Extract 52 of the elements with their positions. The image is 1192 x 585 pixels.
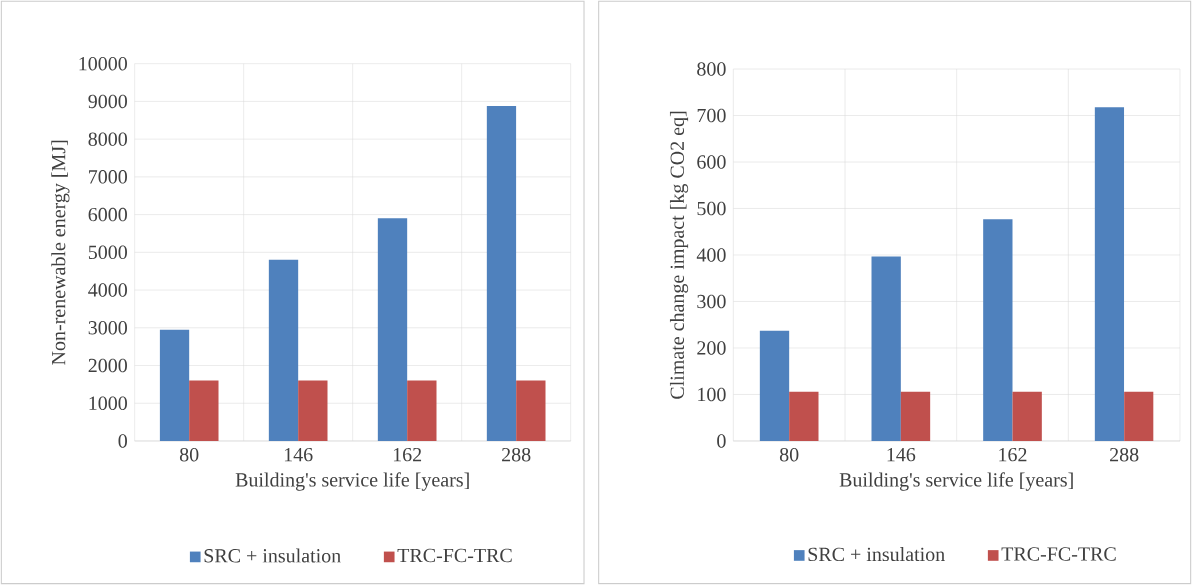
bar <box>486 105 517 441</box>
x-tick-label: 146 <box>887 447 916 462</box>
bar <box>900 391 931 441</box>
bar <box>159 329 190 441</box>
x-tick-label: 162 <box>393 447 422 462</box>
bar <box>189 380 219 441</box>
y-tick-label: 2000 <box>88 358 127 373</box>
y-tick-label: 400 <box>696 248 726 262</box>
bar <box>1124 391 1154 441</box>
y-tick-label: 0 <box>118 434 127 448</box>
bar <box>1094 107 1125 441</box>
x-axis-title: Building's service life [years] <box>839 472 1073 491</box>
y-tick-label: 0 <box>717 434 726 448</box>
y-tick-label: 9000 <box>88 94 127 109</box>
y-axis-title: Non-renewable energy [MJ] <box>51 140 70 365</box>
y-tick-label: 7000 <box>89 170 127 184</box>
x-tick-label: 288 <box>1110 447 1139 462</box>
y-tick-label: 6000 <box>88 207 127 222</box>
bar <box>983 219 1013 441</box>
legend-label: SRC + insulation <box>808 547 945 562</box>
y-tick-label: 600 <box>697 155 726 169</box>
y-tick-label: 10000 <box>79 56 127 71</box>
bar <box>298 380 328 441</box>
x-tick-label: 80 <box>779 447 799 462</box>
legend-label: TRC-FC-TRC <box>397 548 512 563</box>
legend-label: TRC-FC-TRC <box>1001 547 1116 561</box>
x-tick-label: 162 <box>999 447 1027 462</box>
legend-label: SRC + insulation <box>204 548 341 563</box>
bar <box>871 256 901 441</box>
y-tick-label: 200 <box>697 341 726 355</box>
y-tick-label: 700 <box>697 108 726 123</box>
y-tick-label: 8000 <box>88 132 127 146</box>
y-tick-label: 500 <box>697 201 726 216</box>
y-tick-label: 5000 <box>88 245 127 260</box>
y-tick-label: 100 <box>698 387 726 402</box>
x-tick-label: 288 <box>502 447 531 462</box>
bar <box>789 391 819 441</box>
y-tick-label: 300 <box>697 294 726 309</box>
y-tick-label: 3000 <box>88 321 127 335</box>
bar <box>759 330 790 441</box>
y-tick-label: 1000 <box>89 396 127 410</box>
y-tick-label: 800 <box>697 62 726 76</box>
bar <box>377 218 408 441</box>
bar <box>516 380 546 441</box>
x-axis-title: Building's service life [years] <box>235 472 469 491</box>
y-tick-label: 4000 <box>88 283 127 297</box>
bar <box>268 259 299 441</box>
bar <box>1012 391 1042 441</box>
y-axis-title: Climate change impact [kg CO2 eq] <box>669 111 689 399</box>
x-tick-label: 80 <box>179 447 199 462</box>
x-tick-label: 146 <box>284 447 313 462</box>
bar <box>407 380 437 441</box>
